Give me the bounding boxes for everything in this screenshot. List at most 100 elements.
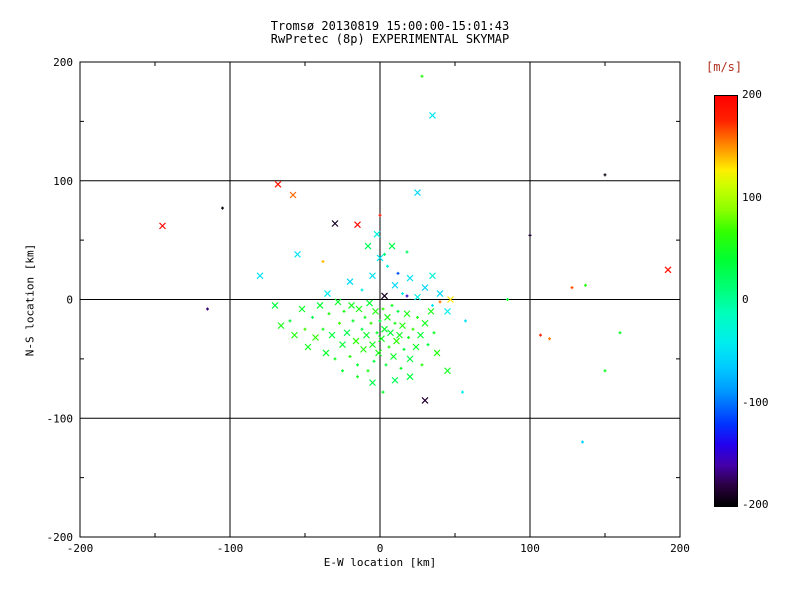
data-point <box>407 336 410 339</box>
data-point <box>444 367 451 375</box>
data-point <box>348 302 355 309</box>
data-point <box>414 293 421 301</box>
colorbar-tick-label: 0 <box>742 293 749 306</box>
data-point <box>391 376 399 384</box>
data-point <box>384 363 388 367</box>
data-point <box>618 331 622 335</box>
data-point <box>321 327 325 331</box>
x-tick-label: 100 <box>520 542 540 555</box>
y-tick-label: -100 <box>47 412 74 425</box>
data-point <box>291 331 298 339</box>
data-point <box>421 319 429 327</box>
data-point <box>206 307 209 311</box>
data-point <box>360 288 364 292</box>
data-point <box>399 366 403 370</box>
data-point <box>334 298 342 306</box>
data-point <box>664 266 672 274</box>
data-point <box>373 230 381 238</box>
data-point <box>396 309 400 313</box>
data-point <box>417 331 424 339</box>
title-block: Tromsø 20130819 15:00:00-15:01:43 RwPret… <box>0 20 780 46</box>
data-point <box>316 302 324 309</box>
data-point <box>343 329 351 337</box>
y-tick-label: 0 <box>66 294 73 307</box>
data-point <box>376 254 384 262</box>
colorbar-tick-label: -200 <box>742 498 769 511</box>
data-point <box>381 307 385 311</box>
data-point <box>405 250 409 254</box>
data-point <box>444 307 451 315</box>
data-point <box>304 343 312 351</box>
colorbar <box>714 95 738 507</box>
data-point <box>271 302 279 309</box>
x-tick-label: -100 <box>217 542 244 555</box>
data-point <box>378 319 382 323</box>
data-point <box>381 390 385 394</box>
data-point <box>339 341 346 349</box>
data-point <box>390 353 397 360</box>
data-point <box>298 305 306 313</box>
x-tick-label: -200 <box>67 542 94 555</box>
data-point <box>277 322 285 330</box>
colorbar-tick-label: -100 <box>742 395 769 409</box>
data-point <box>393 337 400 345</box>
data-point <box>378 335 385 343</box>
data-point <box>548 337 551 341</box>
data-point <box>384 313 391 321</box>
data-point <box>405 294 409 298</box>
data-point <box>338 321 341 325</box>
data-point <box>366 369 370 373</box>
data-point <box>603 369 607 373</box>
data-point <box>356 375 359 379</box>
data-point <box>414 189 421 197</box>
data-point <box>351 319 355 323</box>
data-point <box>386 264 389 268</box>
data-point <box>391 281 399 289</box>
data-point <box>369 379 376 387</box>
data-point <box>381 325 388 333</box>
data-point <box>506 298 509 301</box>
data-point <box>364 242 372 250</box>
data-point <box>447 296 454 303</box>
data-point <box>421 284 429 292</box>
x-tick-label: 200 <box>670 542 690 555</box>
data-point <box>406 373 414 381</box>
data-point <box>539 333 542 337</box>
data-point <box>159 222 166 230</box>
x-axis-label: E-W location [km] <box>323 556 437 569</box>
plot-border <box>79 61 681 538</box>
data-point <box>420 363 424 367</box>
data-point <box>294 250 301 258</box>
data-point <box>333 357 337 361</box>
colorbar-tick-label: 100 <box>742 190 762 204</box>
data-point <box>401 292 404 296</box>
data-point <box>411 327 415 331</box>
data-point <box>360 327 364 331</box>
data-point <box>352 337 360 345</box>
data-point <box>372 307 379 315</box>
data-point <box>322 349 330 357</box>
data-point <box>360 345 367 353</box>
y-tick-label: -200 <box>47 531 74 544</box>
data-point <box>464 319 467 323</box>
data-point <box>429 112 436 119</box>
data-point <box>387 345 391 349</box>
data-point <box>375 331 379 335</box>
data-point <box>366 299 373 307</box>
data-point <box>416 315 419 319</box>
data-point <box>406 355 414 363</box>
data-point <box>369 341 376 349</box>
data-point <box>433 349 441 357</box>
data-point <box>603 173 607 177</box>
data-point <box>390 303 394 307</box>
data-point <box>363 315 367 319</box>
data-point <box>331 220 339 227</box>
data-point <box>355 305 363 313</box>
data-point <box>420 74 424 78</box>
data-point <box>388 242 396 250</box>
data-point <box>429 272 436 280</box>
colorbar-tick-label: 200 <box>742 88 762 101</box>
data-point <box>375 349 382 357</box>
data-point <box>321 260 325 263</box>
